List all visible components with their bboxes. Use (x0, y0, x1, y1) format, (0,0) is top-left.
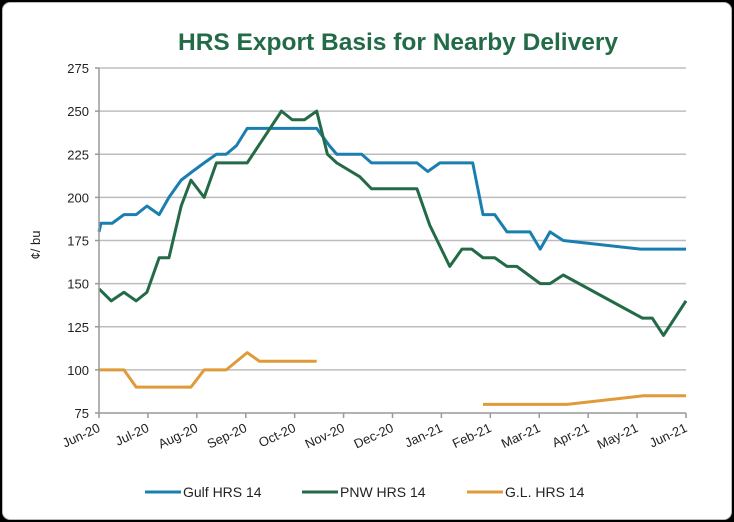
x-tick-label: Dec-20 (351, 420, 395, 451)
x-tick-label: Apr-21 (550, 420, 592, 450)
y-tick-label: 75 (75, 406, 89, 421)
y-tick-label: 250 (67, 104, 89, 119)
legend-label: Gulf HRS 14 (183, 484, 262, 500)
y-tick-label: 125 (67, 320, 89, 335)
x-tick-label: May-21 (595, 420, 641, 452)
y-tick-label: 150 (67, 277, 89, 292)
x-tick-label: Oct-20 (256, 420, 298, 450)
x-tick-label: Jan-21 (402, 420, 444, 450)
series-line-gulf-hrs-14 (97, 126, 686, 251)
x-tick-label: Sep-20 (205, 420, 249, 451)
series-line-pnw-hrs-14 (97, 109, 688, 337)
x-tick-label: Jul-20 (113, 420, 151, 449)
series-line-g-l-hrs-14 (99, 351, 317, 389)
y-tick-label: 225 (67, 147, 89, 162)
x-tick-label: Jun-20 (60, 420, 102, 450)
chart-title: HRS Export Basis for Nearby Delivery (178, 29, 619, 56)
x-tick-label: Feb-21 (450, 420, 494, 451)
legend-label: PNW HRS 14 (340, 484, 426, 500)
x-tick-label: Mar-21 (499, 420, 543, 451)
y-tick-label: 175 (67, 234, 89, 249)
y-tick-label: 275 (67, 61, 89, 76)
x-tick-label: Jun-21 (647, 420, 689, 450)
y-tick-label: 200 (67, 190, 89, 205)
y-tick-label: 100 (67, 363, 89, 378)
x-tick-label: Aug-20 (156, 420, 200, 451)
series-line-g-l-hrs-14 (482, 394, 686, 406)
y-axis-label: ¢/ bu (28, 231, 43, 260)
legend-label: G.L. HRS 14 (505, 484, 585, 500)
x-tick-label: Nov-20 (303, 420, 347, 451)
